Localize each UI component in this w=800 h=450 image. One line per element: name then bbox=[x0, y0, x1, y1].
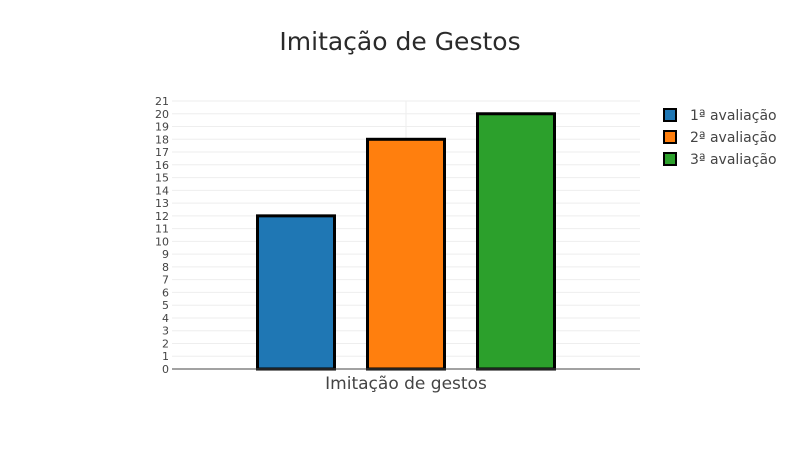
legend-swatch bbox=[663, 108, 677, 122]
y-tick-label: 3 bbox=[162, 325, 169, 338]
y-tick-label: 17 bbox=[155, 146, 169, 159]
y-tick-label: 10 bbox=[155, 235, 169, 248]
bar-3[interactable] bbox=[476, 112, 556, 371]
y-tick-label: 5 bbox=[162, 299, 169, 312]
legend[interactable]: 1ª avaliação 2ª avaliação 3ª avaliação bbox=[663, 108, 777, 168]
y-tick-label: 4 bbox=[162, 312, 169, 325]
y-tick-label: 21 bbox=[155, 95, 169, 108]
y-tick-label: 19 bbox=[155, 121, 169, 134]
y-tick-label: 20 bbox=[155, 108, 169, 121]
y-tick-label: 7 bbox=[162, 274, 169, 287]
chart-title: Imitação de Gestos bbox=[279, 27, 520, 56]
legend-swatch bbox=[663, 130, 677, 144]
y-tick-label: 9 bbox=[162, 248, 169, 261]
legend-label: 2ª avaliação bbox=[690, 130, 777, 146]
y-tick-label: 0 bbox=[162, 363, 169, 376]
y-tick-label: 2 bbox=[162, 337, 169, 350]
legend-item-2[interactable]: 2ª avaliação bbox=[663, 130, 777, 146]
x-category-label: Imitação de gestos bbox=[325, 374, 487, 394]
y-tick-label: 6 bbox=[162, 286, 169, 299]
bars bbox=[256, 112, 556, 371]
y-tick-label: 12 bbox=[155, 210, 169, 223]
legend-swatch bbox=[663, 152, 677, 166]
legend-item-3[interactable]: 3ª avaliação bbox=[663, 152, 777, 168]
legend-item-1[interactable]: 1ª avaliação bbox=[663, 108, 777, 124]
bar-1[interactable] bbox=[256, 214, 336, 371]
y-tick-label: 15 bbox=[155, 172, 169, 185]
bar-2[interactable] bbox=[366, 137, 446, 371]
legend-label: 3ª avaliação bbox=[690, 152, 777, 168]
legend-label: 1ª avaliação bbox=[690, 108, 777, 124]
y-tick-label: 16 bbox=[155, 159, 169, 172]
y-tick-label: 8 bbox=[162, 261, 169, 274]
y-tick-label: 14 bbox=[155, 184, 169, 197]
x-axis-categories: Imitação de gestos bbox=[325, 374, 487, 394]
y-tick-label: 18 bbox=[155, 133, 169, 146]
y-tick-label: 11 bbox=[155, 223, 169, 236]
y-tick-label: 1 bbox=[162, 350, 169, 363]
y-tick-label: 13 bbox=[155, 197, 169, 210]
